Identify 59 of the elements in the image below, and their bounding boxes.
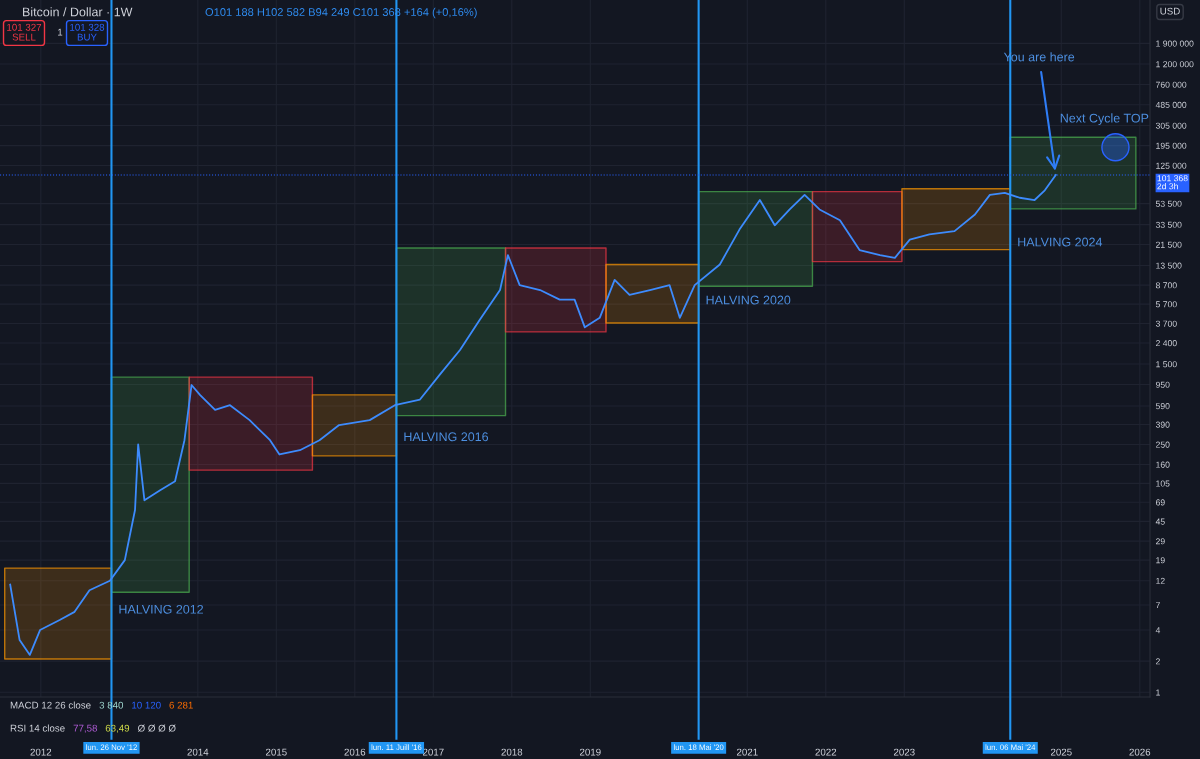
x-tick-label: 2021 xyxy=(736,748,758,756)
y-tick-label: 160 xyxy=(1156,461,1170,468)
x-tick-label: 2012 xyxy=(30,748,52,756)
annotation: HALVING 2012 xyxy=(119,604,204,614)
x-tick-label: 2014 xyxy=(187,748,209,756)
y-tick-label: 4 xyxy=(1155,627,1161,634)
y-tick-label: 390 xyxy=(1155,421,1170,428)
y-tick-label: 21 500 xyxy=(1155,241,1182,248)
x-tick-label: 2022 xyxy=(815,748,837,756)
annotation: HALVING 2016 xyxy=(404,432,489,442)
text: RSI 14 close xyxy=(10,724,65,732)
y-tick-label: 305 000 xyxy=(1155,122,1187,129)
y-tick-label: 485 000 xyxy=(1155,101,1187,108)
y-tick-label: 45 xyxy=(1155,518,1165,525)
text: Ø Ø Ø Ø xyxy=(137,724,176,732)
y-tick-label: 33 500 xyxy=(1155,221,1182,228)
y-tick-label: 1 xyxy=(1156,689,1160,696)
y-tick-label: 250 xyxy=(1155,441,1170,448)
y-tick-label: 1 500 xyxy=(1156,361,1177,368)
ref-line-label: 101 368 2d 3h xyxy=(1157,175,1188,190)
chart-title: Bitcoin / Dollar · 1W xyxy=(23,7,133,17)
annotation: Next Cycle TOP xyxy=(1060,113,1149,126)
y-tick-label: 760 000 xyxy=(1156,81,1187,88)
y-tick-label: 105 xyxy=(1156,480,1170,487)
x-tick-label: 2016 xyxy=(344,748,366,756)
y-tick-label: 3 700 xyxy=(1155,320,1177,327)
annotation: 101 327 SELL xyxy=(7,23,42,41)
annotation: 101 328 BUY xyxy=(70,23,105,41)
y-tick-label: 13 500 xyxy=(1156,262,1182,269)
y-tick-label: 590 xyxy=(1155,403,1170,410)
y-tick-label: 1 900 000 xyxy=(1156,40,1194,47)
annotation: 1 xyxy=(58,28,63,36)
y-tick-label: 7 xyxy=(1156,602,1160,609)
y-tick-label: 19 xyxy=(1156,557,1165,564)
x-tick-label: 2023 xyxy=(893,748,915,756)
y-tick-label: 1 200 000 xyxy=(1156,61,1194,68)
y-tick-label: 8 700 xyxy=(1155,282,1177,289)
x-tick-label: 2026 xyxy=(1129,748,1151,756)
text: 10 120 xyxy=(132,701,161,709)
text: USD xyxy=(1160,7,1180,15)
y-tick-label: 2 400 xyxy=(1155,340,1177,347)
text: 77,58 xyxy=(73,724,98,733)
y-tick-label: 12 xyxy=(1156,577,1165,584)
text: MACD 12 26 close xyxy=(10,701,91,709)
text: 6 281 xyxy=(169,701,193,709)
x-tick-label: 2025 xyxy=(1050,748,1072,756)
x-tick-label: 2018 xyxy=(501,748,523,756)
y-tick-label: 69 xyxy=(1155,499,1165,506)
y-tick-label: 125 000 xyxy=(1156,162,1187,169)
y-tick-label: 195 000 xyxy=(1156,142,1187,149)
y-tick-label: 29 xyxy=(1155,538,1165,545)
x-tick-label: 2015 xyxy=(265,748,287,756)
y-tick-label: 53 500 xyxy=(1155,200,1182,207)
x-tick-label: 2019 xyxy=(579,748,601,756)
y-tick-label: 2 xyxy=(1155,658,1160,665)
annotation: HALVING 2020 xyxy=(706,295,791,305)
y-tick-label: 950 xyxy=(1155,381,1170,388)
y-tick-label: 5 700 xyxy=(1155,301,1177,308)
annotation: HALVING 2024 xyxy=(1018,237,1103,247)
